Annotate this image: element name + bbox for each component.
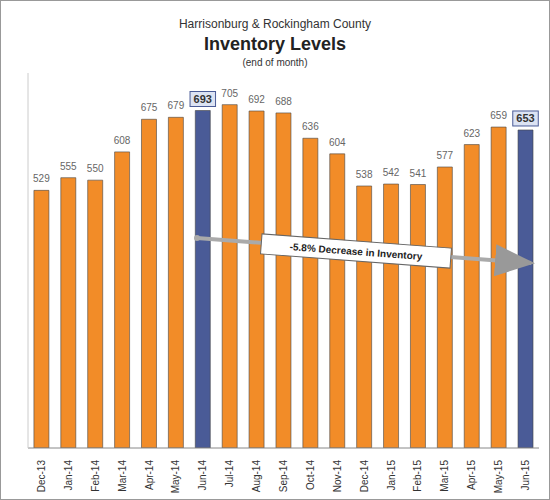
html-text:Inventory Levels: Inventory Levels (204, 34, 346, 54)
svg-text:555: 555 (60, 161, 77, 172)
svg-text:623: 623 (463, 128, 480, 139)
svg-text:541: 541 (410, 168, 427, 179)
svg-text:May-15: May-15 (493, 460, 504, 494)
svg-text:Apr-15: Apr-15 (466, 460, 477, 490)
svg-text:-5.8% Decrease in Inventory: -5.8% Decrease in Inventory (289, 241, 423, 262)
html-text:(end of month): (end of month) (242, 57, 308, 68)
svg-text:Dec-13: Dec-13 (36, 460, 47, 493)
svg-text:May-14: May-14 (170, 460, 181, 494)
svg-text:Jan-15: Jan-15 (386, 460, 397, 491)
svg-text:693: 693 (194, 93, 212, 105)
svg-text:688: 688 (275, 96, 292, 107)
svg-text:Apr-14: Apr-14 (144, 460, 155, 490)
svg-text:Feb-15: Feb-15 (412, 460, 423, 492)
svg-text:Mar-14: Mar-14 (117, 460, 128, 492)
svg-text:Mar-15: Mar-15 (439, 460, 450, 492)
svg-text:Jun-14: Jun-14 (197, 460, 208, 491)
svg-text:675: 675 (141, 102, 158, 113)
svg-text:529: 529 (33, 173, 50, 184)
svg-text:679: 679 (168, 100, 185, 111)
svg-text:705: 705 (221, 88, 238, 99)
svg-text:604: 604 (329, 137, 346, 148)
svg-text:Jan-14: Jan-14 (63, 460, 74, 491)
html-text:Harrisonburg & Rockingham Coun: Harrisonburg & Rockingham County (179, 17, 371, 31)
svg-text:Oct-14: Oct-14 (305, 460, 316, 490)
svg-text:Jun-15: Jun-15 (520, 460, 531, 491)
svg-text:550: 550 (87, 163, 104, 174)
svg-text:542: 542 (383, 167, 400, 178)
svg-text:Nov-14: Nov-14 (332, 460, 343, 493)
svg-text:Jul-14: Jul-14 (224, 460, 235, 488)
svg-text:Feb-14: Feb-14 (90, 460, 101, 492)
svg-text:636: 636 (302, 121, 319, 132)
svg-text:653: 653 (516, 112, 534, 124)
svg-text:608: 608 (114, 135, 131, 146)
svg-text:577: 577 (436, 150, 453, 161)
svg-text:Dec-14: Dec-14 (359, 460, 370, 493)
svg-text:Sep-14: Sep-14 (278, 460, 289, 493)
svg-text:659: 659 (490, 110, 507, 121)
svg-text:Aug-14: Aug-14 (251, 460, 262, 493)
svg-text:692: 692 (248, 94, 265, 105)
svg-text:538: 538 (356, 169, 373, 180)
